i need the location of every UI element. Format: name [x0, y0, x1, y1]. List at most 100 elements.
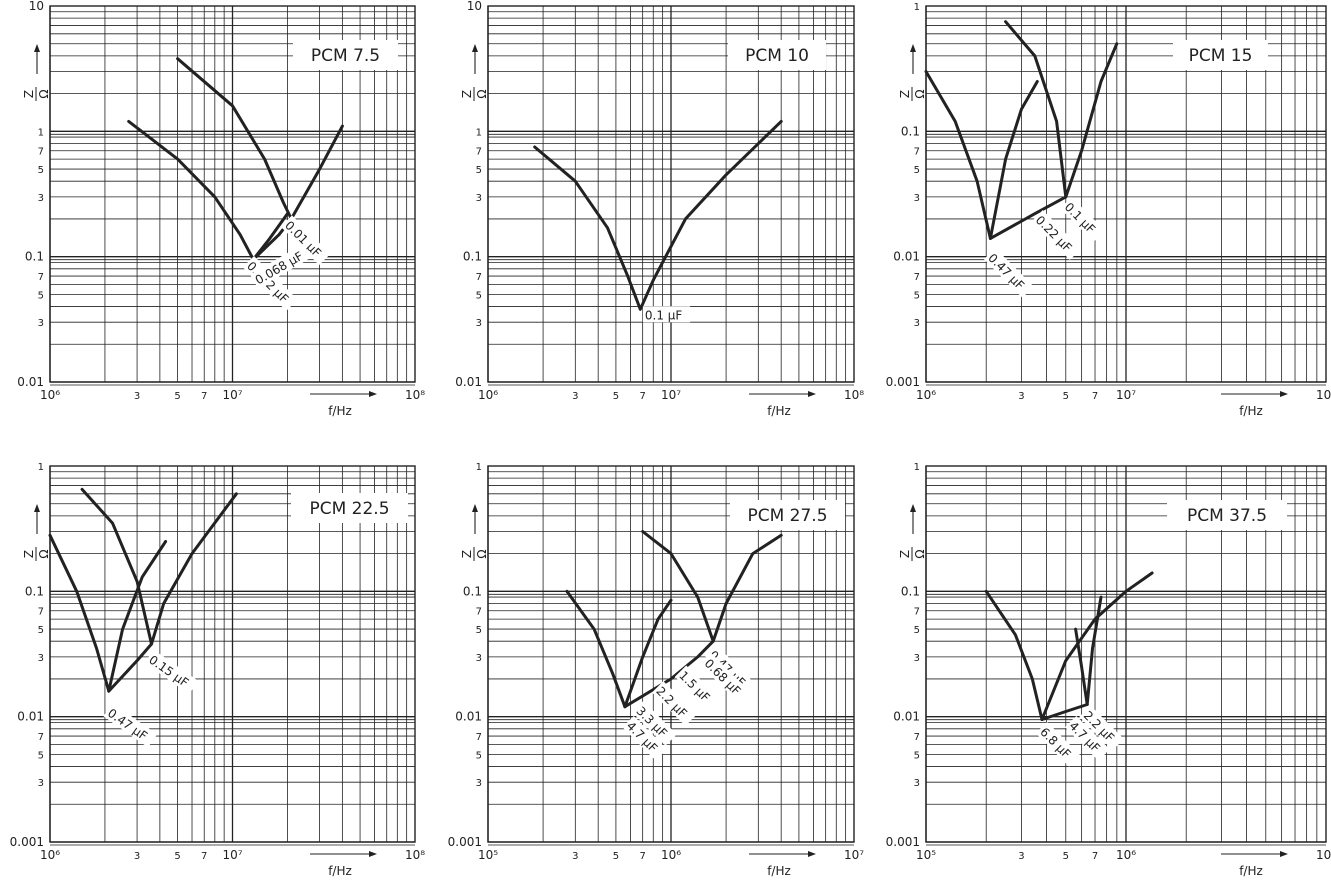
y-tick-label: 5 [914, 165, 920, 176]
y-axis-numerator: Z [898, 90, 912, 98]
label-background [700, 653, 750, 704]
y-tick-label: 1 [476, 127, 482, 138]
plot-frame [487, 465, 855, 843]
y-tick-label: 10 [29, 0, 44, 13]
y-tick-label: 0.01 [17, 710, 44, 724]
y-tick-label: 3 [914, 778, 920, 789]
chart-title: PCM 10 [745, 46, 809, 66]
y-axis-denominator: Ω [37, 549, 51, 558]
y-tick-label: 0.1 [25, 250, 44, 264]
plot-frame [49, 465, 416, 843]
x-tick-label: 7 [201, 391, 207, 402]
label-background [1064, 715, 1110, 761]
y-axis-numerator: Z [22, 90, 36, 98]
x-tick-label: 5 [1063, 391, 1069, 402]
y-tick-label: 3 [476, 653, 482, 664]
x-tick-label: 10⁵ [478, 848, 498, 862]
x-tick-label: 10⁷ [222, 388, 242, 402]
x-axis-label: f/Hz [328, 404, 352, 418]
y-axis-numerator: Z [460, 90, 474, 98]
x-tick-label: 10⁶ [661, 848, 681, 862]
series-line [1074, 595, 1103, 706]
y-tick-label: 3 [476, 318, 482, 329]
plot-frame [925, 5, 1327, 383]
y-tick-label: 3 [914, 653, 920, 664]
chart-title: PCM 22.5 [309, 499, 389, 519]
y-tick-label: 0.001 [10, 835, 44, 849]
x-tick-label: 3 [572, 851, 578, 862]
series-line [1004, 20, 1119, 199]
series-line [533, 119, 783, 311]
y-tick-label: 1 [38, 127, 44, 138]
y-axis-numerator: Z [460, 550, 474, 558]
x-axis-arrowhead [1280, 391, 1288, 397]
x-tick-label: 10⁸ [405, 848, 425, 862]
chart-title: PCM 15 [1189, 46, 1253, 66]
label-background [1031, 210, 1082, 260]
label-background [704, 644, 755, 695]
y-tick-label: 7 [38, 147, 44, 158]
series-line [623, 598, 673, 709]
y-tick-label: 0.01 [893, 250, 920, 264]
y-tick-label: 7 [476, 147, 482, 158]
plot-frame [487, 5, 855, 383]
y-tick-label: 7 [914, 147, 920, 158]
label-background [103, 703, 158, 748]
y-axis-denominator: Ω [913, 89, 927, 98]
y-tick-label: 7 [914, 272, 920, 283]
title-box [1173, 40, 1268, 70]
y-axis-denominator: Ω [475, 89, 489, 98]
y-axis-denominator: Ω [475, 549, 489, 558]
y-tick-label: 3 [38, 193, 44, 204]
x-tick-label: 10⁶ [40, 848, 60, 862]
x-tick-label: 5 [174, 391, 180, 402]
x-axis-arrowhead [369, 851, 377, 857]
y-tick-label: 5 [476, 165, 482, 176]
y-axis-arrowhead [34, 44, 40, 52]
x-tick-label: 3 [1018, 391, 1024, 402]
y-tick-label: 5 [476, 290, 482, 301]
label-background [1079, 705, 1124, 751]
x-tick-label: 7 [201, 851, 207, 862]
y-tick-label: 0.01 [455, 375, 482, 389]
label-background [250, 243, 312, 289]
x-axis-arrowhead [808, 851, 816, 857]
y-tick-label: 3 [38, 653, 44, 664]
label-background [632, 700, 677, 746]
capacitance-text: 0.1 µF [645, 308, 683, 322]
y-tick-label: 0.1 [463, 584, 482, 598]
x-axis-label: f/Hz [767, 404, 791, 418]
x-tick-label: 3 [572, 391, 578, 402]
series-line [565, 589, 627, 709]
x-tick-label: 5 [613, 851, 619, 862]
series-line [80, 487, 238, 646]
y-tick-label: 3 [476, 778, 482, 789]
y-axis-numerator: Z [898, 550, 912, 558]
x-axis-label: f/Hz [328, 864, 352, 878]
x-axis-label: f/Hz [1239, 404, 1263, 418]
y-tick-label: 3 [914, 318, 920, 329]
y-tick-label: 3 [476, 193, 482, 204]
chart-6: PCM 37.5 0.001 3 5 7 0.01 3 5 7 0.1 1 10⁵ 3 5 7 10⁶ 10⁷ Z… [886, 462, 1331, 878]
x-tick-label: 5 [1063, 851, 1069, 862]
x-tick-label: 7 [639, 851, 645, 862]
x-tick-label: 10⁶ [40, 388, 60, 402]
y-tick-label: 5 [914, 625, 920, 636]
x-tick-label: 10⁷ [661, 388, 681, 402]
y-tick-label: 5 [38, 750, 44, 761]
y-tick-label: 0.1 [463, 250, 482, 264]
label-background [651, 681, 697, 726]
chart-title: PCM 37.5 [1187, 506, 1267, 526]
series-line [924, 70, 992, 240]
y-axis-numerator: Z [22, 550, 36, 558]
capacitance-label: 0.47 µF [103, 703, 158, 748]
y-tick-label: 3 [38, 778, 44, 789]
label-background [983, 247, 1034, 298]
series-line [176, 57, 344, 221]
